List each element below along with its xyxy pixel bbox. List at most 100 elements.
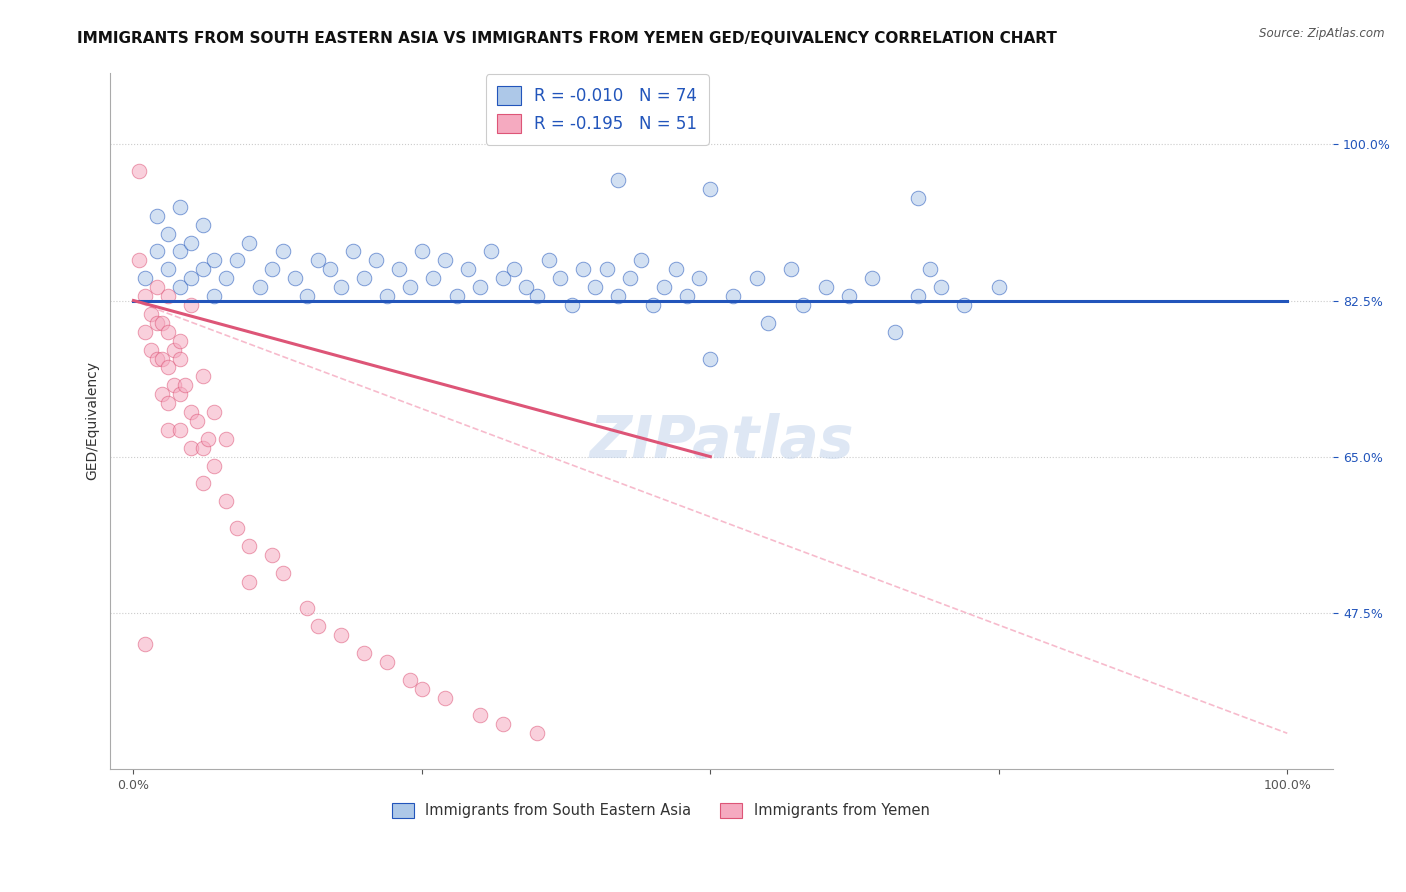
Point xyxy=(191,476,214,491)
Point xyxy=(202,289,225,303)
Point xyxy=(260,262,283,277)
Point xyxy=(884,325,907,339)
Point xyxy=(238,235,260,250)
Point xyxy=(169,334,191,348)
Point xyxy=(157,396,180,410)
Point xyxy=(526,289,548,303)
Point xyxy=(307,253,329,268)
Point xyxy=(180,405,202,419)
Point xyxy=(157,289,180,303)
Point xyxy=(422,271,444,285)
Point xyxy=(157,360,180,375)
Point xyxy=(197,432,219,446)
Point xyxy=(157,227,180,241)
Point xyxy=(169,244,191,259)
Point xyxy=(163,343,186,357)
Point xyxy=(202,253,225,268)
Point xyxy=(191,218,214,232)
Point xyxy=(226,253,249,268)
Point xyxy=(260,548,283,562)
Point xyxy=(595,262,617,277)
Point xyxy=(411,244,433,259)
Point xyxy=(375,655,398,669)
Point xyxy=(723,289,745,303)
Point xyxy=(399,280,422,294)
Y-axis label: GED/Equivalency: GED/Equivalency xyxy=(86,361,100,481)
Point xyxy=(953,298,976,312)
Point xyxy=(353,646,375,660)
Point xyxy=(145,316,167,330)
Point xyxy=(699,351,721,366)
Point xyxy=(515,280,537,294)
Point xyxy=(157,262,180,277)
Point xyxy=(318,262,340,277)
Point xyxy=(838,289,860,303)
Point xyxy=(307,619,329,633)
Point xyxy=(526,726,548,740)
Point xyxy=(375,289,398,303)
Point xyxy=(745,271,768,285)
Point xyxy=(479,244,502,259)
Point xyxy=(249,280,271,294)
Point xyxy=(169,280,191,294)
Point xyxy=(918,262,941,277)
Point xyxy=(128,253,150,268)
Point xyxy=(145,351,167,366)
Point xyxy=(353,271,375,285)
Point xyxy=(180,235,202,250)
Point xyxy=(134,289,156,303)
Point xyxy=(388,262,411,277)
Point xyxy=(139,307,162,321)
Point xyxy=(468,708,491,723)
Point xyxy=(792,298,814,312)
Point xyxy=(191,262,214,277)
Legend: Immigrants from South Eastern Asia, Immigrants from Yemen: Immigrants from South Eastern Asia, Immi… xyxy=(385,797,936,824)
Point xyxy=(561,298,583,312)
Point xyxy=(169,423,191,437)
Point xyxy=(330,628,353,642)
Point xyxy=(411,681,433,696)
Text: Source: ZipAtlas.com: Source: ZipAtlas.com xyxy=(1260,27,1385,40)
Text: IMMIGRANTS FROM SOUTH EASTERN ASIA VS IMMIGRANTS FROM YEMEN GED/EQUIVALENCY CORR: IMMIGRANTS FROM SOUTH EASTERN ASIA VS IM… xyxy=(77,31,1057,46)
Point xyxy=(468,280,491,294)
Point xyxy=(134,325,156,339)
Point xyxy=(174,378,197,392)
Point xyxy=(295,289,318,303)
Point xyxy=(607,289,630,303)
Point xyxy=(150,316,173,330)
Point xyxy=(619,271,641,285)
Point xyxy=(630,253,652,268)
Point xyxy=(364,253,387,268)
Point xyxy=(492,271,515,285)
Point xyxy=(295,601,318,615)
Point xyxy=(907,289,929,303)
Point xyxy=(699,182,721,196)
Point xyxy=(273,566,295,580)
Point xyxy=(226,521,249,535)
Point xyxy=(202,458,225,473)
Point xyxy=(215,432,238,446)
Point xyxy=(139,343,162,357)
Point xyxy=(503,262,526,277)
Point xyxy=(434,690,457,705)
Point xyxy=(202,405,225,419)
Point xyxy=(238,574,260,589)
Point xyxy=(860,271,883,285)
Point xyxy=(676,289,699,303)
Point xyxy=(134,271,156,285)
Point xyxy=(180,271,202,285)
Point xyxy=(215,271,238,285)
Point xyxy=(907,191,929,205)
Point xyxy=(572,262,595,277)
Point xyxy=(284,271,307,285)
Point xyxy=(150,387,173,401)
Text: ZIPatlas: ZIPatlas xyxy=(589,413,855,470)
Point xyxy=(180,441,202,455)
Point xyxy=(641,298,664,312)
Point xyxy=(607,173,630,187)
Point xyxy=(134,637,156,651)
Point xyxy=(169,351,191,366)
Point xyxy=(342,244,364,259)
Point xyxy=(987,280,1010,294)
Point xyxy=(537,253,560,268)
